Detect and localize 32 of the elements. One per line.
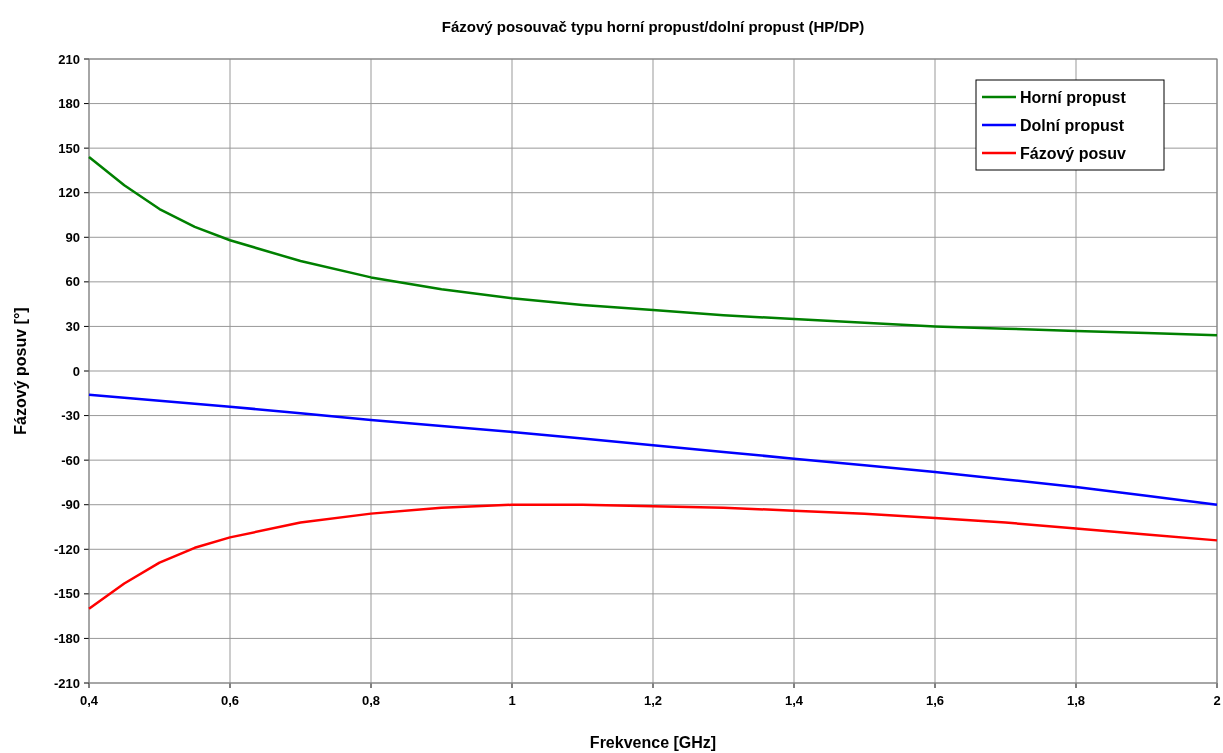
y-tick-label: -180: [53, 630, 80, 646]
y-tick-label: 30: [65, 318, 80, 334]
x-tick-label: 0,4: [79, 693, 99, 708]
y-tick-label: 60: [65, 274, 80, 290]
x-axis-title: Frekvence [GHz]: [589, 734, 717, 751]
x-tick-label: 0,6: [220, 693, 240, 708]
x-tick-label: 0,8: [361, 693, 381, 708]
y-tick-label: 150: [58, 140, 80, 156]
y-tick-label: -120: [53, 541, 80, 557]
y-tick-label: -150: [53, 586, 80, 602]
chart-title: Fázový posouvač typu horní propust/dolní propust (HP/DP): [441, 18, 865, 35]
x-tick-label: 1: [508, 693, 516, 708]
y-tick-label: 0: [72, 363, 80, 379]
y-tick-label: -30: [61, 408, 80, 424]
x-tick-label: 2: [1213, 693, 1221, 708]
line-series: [87, 393, 1219, 506]
x-tick-label: 1,4: [784, 693, 804, 708]
y-tick-label: 120: [58, 185, 80, 201]
y-tick-label: 180: [58, 96, 80, 112]
y-tick-label: -60: [61, 452, 80, 468]
line-series: [87, 503, 1219, 610]
legend-label: Horní propust: [1020, 89, 1127, 106]
x-tick-label: 1,2: [643, 693, 663, 708]
y-tick-label: -90: [61, 497, 80, 513]
y-tick-label: -210: [53, 675, 80, 691]
x-tick-label: 1,6: [925, 693, 945, 708]
y-axis-title: Fázový posuv [°]: [12, 307, 29, 435]
legend-label: Dolní propust: [1020, 117, 1125, 134]
legend-label: Fázový posuv: [1020, 145, 1126, 162]
y-tick-label: 210: [58, 51, 80, 67]
y-tick-label: 90: [65, 229, 80, 245]
x-tick-label: 1,8: [1066, 693, 1086, 708]
